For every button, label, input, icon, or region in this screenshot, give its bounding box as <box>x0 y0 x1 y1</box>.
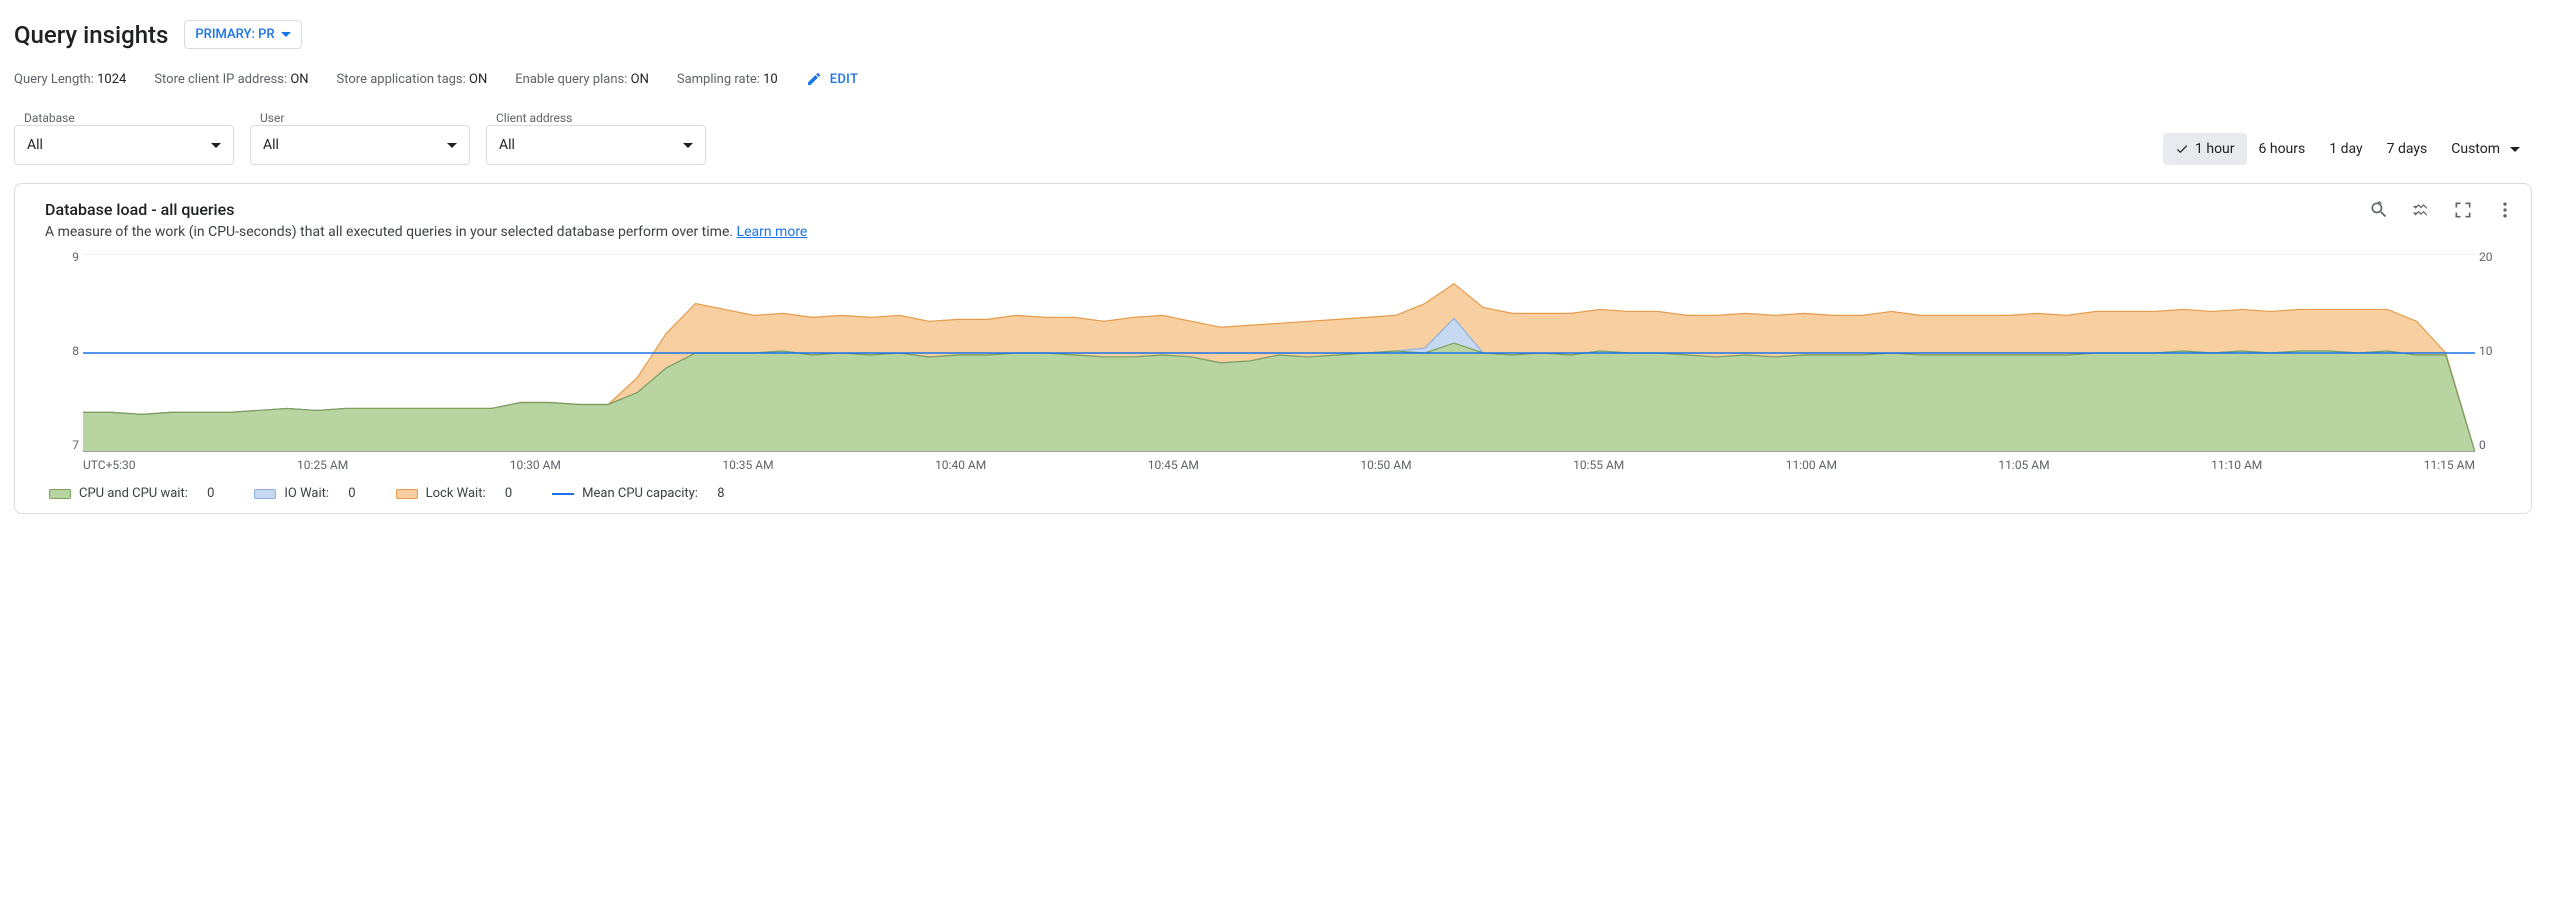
x-tick: UTC+5:30 <box>83 458 136 472</box>
time-range-selector: 1 hour 6 hours 1 day 7 days Custom <box>2163 133 2532 165</box>
legend-swatch <box>254 489 276 499</box>
time-range-1day[interactable]: 1 day <box>2317 133 2374 165</box>
clientaddr-filter[interactable]: All <box>486 125 706 165</box>
legend-swatch <box>49 489 71 499</box>
chevron-down-icon <box>683 143 693 148</box>
x-tick: 11:10 AM <box>2211 458 2262 472</box>
x-tick: 10:45 AM <box>1148 458 1199 472</box>
x-tick: 10:40 AM <box>935 458 986 472</box>
time-range-6hours[interactable]: 6 hours <box>2247 133 2318 165</box>
x-tick: 11:05 AM <box>1998 458 2049 472</box>
legend-swatch <box>396 489 418 499</box>
legend-cpu[interactable]: CPU and CPU wait: 0 <box>49 486 214 501</box>
time-range-custom[interactable]: Custom <box>2439 133 2532 165</box>
instance-selector[interactable]: PRIMARY: PR <box>184 20 301 49</box>
legend-mean[interactable]: Mean CPU capacity: 8 <box>552 486 724 501</box>
chevron-down-icon <box>281 27 291 42</box>
x-tick: 10:25 AM <box>297 458 348 472</box>
y-axis-left: 9 8 7 <box>31 250 79 452</box>
database-load-chart: 9 8 7 20 10 0 UTC+5:30 10:25 AM 10:30 AM 10… <box>31 250 2515 480</box>
x-tick: 11:00 AM <box>1786 458 1837 472</box>
x-tick: 10:50 AM <box>1360 458 1411 472</box>
user-filter[interactable]: All <box>250 125 470 165</box>
edit-button[interactable]: EDIT <box>806 71 858 87</box>
x-axis: UTC+5:30 10:25 AM 10:30 AM 10:35 AM 10:40 AM… <box>83 458 2475 472</box>
pencil-icon <box>806 71 822 87</box>
legend-io[interactable]: IO Wait: 0 <box>254 486 355 501</box>
settings-summary: Query Length: 1024 Store client IP addre… <box>14 71 2532 87</box>
chevron-down-icon <box>2510 147 2520 152</box>
chart-legend: CPU and CPU wait: 0 IO Wait: 0 Lock Wait… <box>31 480 2515 501</box>
more-icon[interactable] <box>2495 200 2515 220</box>
x-tick: 10:35 AM <box>722 458 773 472</box>
page-title: Query insights <box>14 21 168 49</box>
instance-selector-label: PRIMARY: PR <box>195 27 274 42</box>
x-tick: 11:15 AM <box>2424 458 2475 472</box>
card-title: Database load - all queries <box>31 200 234 219</box>
legend-swatch <box>552 493 574 495</box>
chevron-down-icon <box>447 143 457 148</box>
check-icon <box>2175 142 2189 156</box>
database-load-card: Database load - all queries A measure of… <box>14 183 2532 514</box>
learn-more-link[interactable]: Learn more <box>737 224 808 240</box>
time-range-7days[interactable]: 7 days <box>2375 133 2440 165</box>
clientaddr-filter-label: Client address <box>496 111 706 125</box>
time-range-1hour[interactable]: 1 hour <box>2163 133 2247 165</box>
zoom-reset-icon[interactable] <box>2369 200 2389 220</box>
chart-legend-icon[interactable] <box>2411 200 2431 220</box>
user-filter-label: User <box>260 111 470 125</box>
y-axis-right: 20 10 0 <box>2479 250 2515 452</box>
x-tick: 10:55 AM <box>1573 458 1624 472</box>
card-description: A measure of the work (in CPU-seconds) t… <box>31 224 2515 240</box>
legend-lock[interactable]: Lock Wait: 0 <box>396 486 513 501</box>
x-tick: 10:30 AM <box>510 458 561 472</box>
chevron-down-icon <box>211 143 221 148</box>
fullscreen-icon[interactable] <box>2453 200 2473 220</box>
database-filter-label: Database <box>24 111 234 125</box>
database-filter[interactable]: All <box>14 125 234 165</box>
